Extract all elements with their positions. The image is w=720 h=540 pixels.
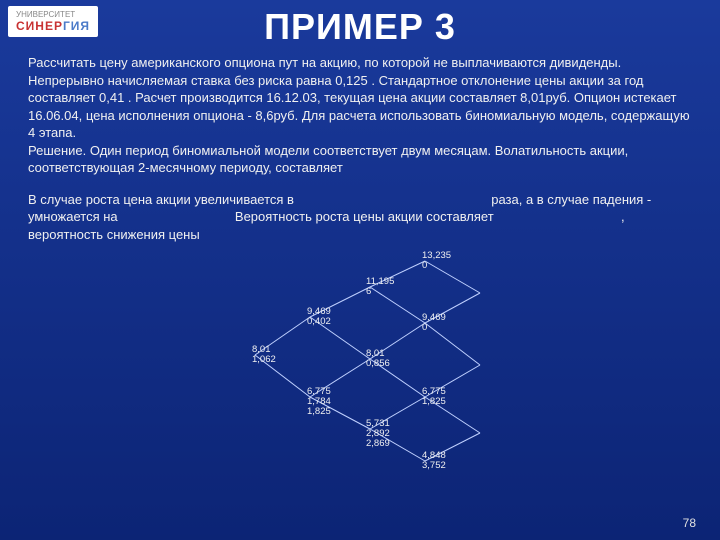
solution-intro: Решение. Один период биномиальной модели… (28, 142, 692, 177)
tree-node: 11,195 6 (366, 277, 394, 297)
tree-edges-svg (0, 247, 720, 497)
tree-node: 6,775 1,784 1,825 (307, 387, 331, 417)
solution-body: В случае роста цена акции увеличивается … (28, 191, 692, 244)
logo-top-text: УНИВЕРСИТЕТ (16, 10, 90, 19)
slide-title: ПРИМЕР 3 (0, 0, 720, 48)
tree-node: 6,775 1,825 (422, 387, 446, 407)
logo-main-text: СИНЕРГИЯ (16, 19, 90, 33)
university-logo: УНИВЕРСИТЕТ СИНЕРГИЯ (8, 6, 98, 37)
tree-node: 4,848 3,752 (422, 451, 446, 471)
tree-node: 5,731 2,892 2,869 (366, 419, 390, 449)
tree-node: 8,01 0,856 (366, 349, 390, 369)
tree-node: 9,469 0,402 (307, 307, 331, 327)
problem-paragraph: Рассчитать цену американского опциона пу… (28, 54, 692, 142)
tree-node: 9,469 0 (422, 313, 446, 333)
binomial-tree: 8,01 1,062 9,469 0,402 6,775 1,784 1,825 11… (0, 247, 720, 497)
tree-node: 13,235 0 (422, 251, 451, 271)
page-number: 78 (683, 516, 696, 530)
slide-content: Рассчитать цену американского опциона пу… (0, 48, 720, 243)
tree-node: 8,01 1,062 (252, 345, 276, 365)
